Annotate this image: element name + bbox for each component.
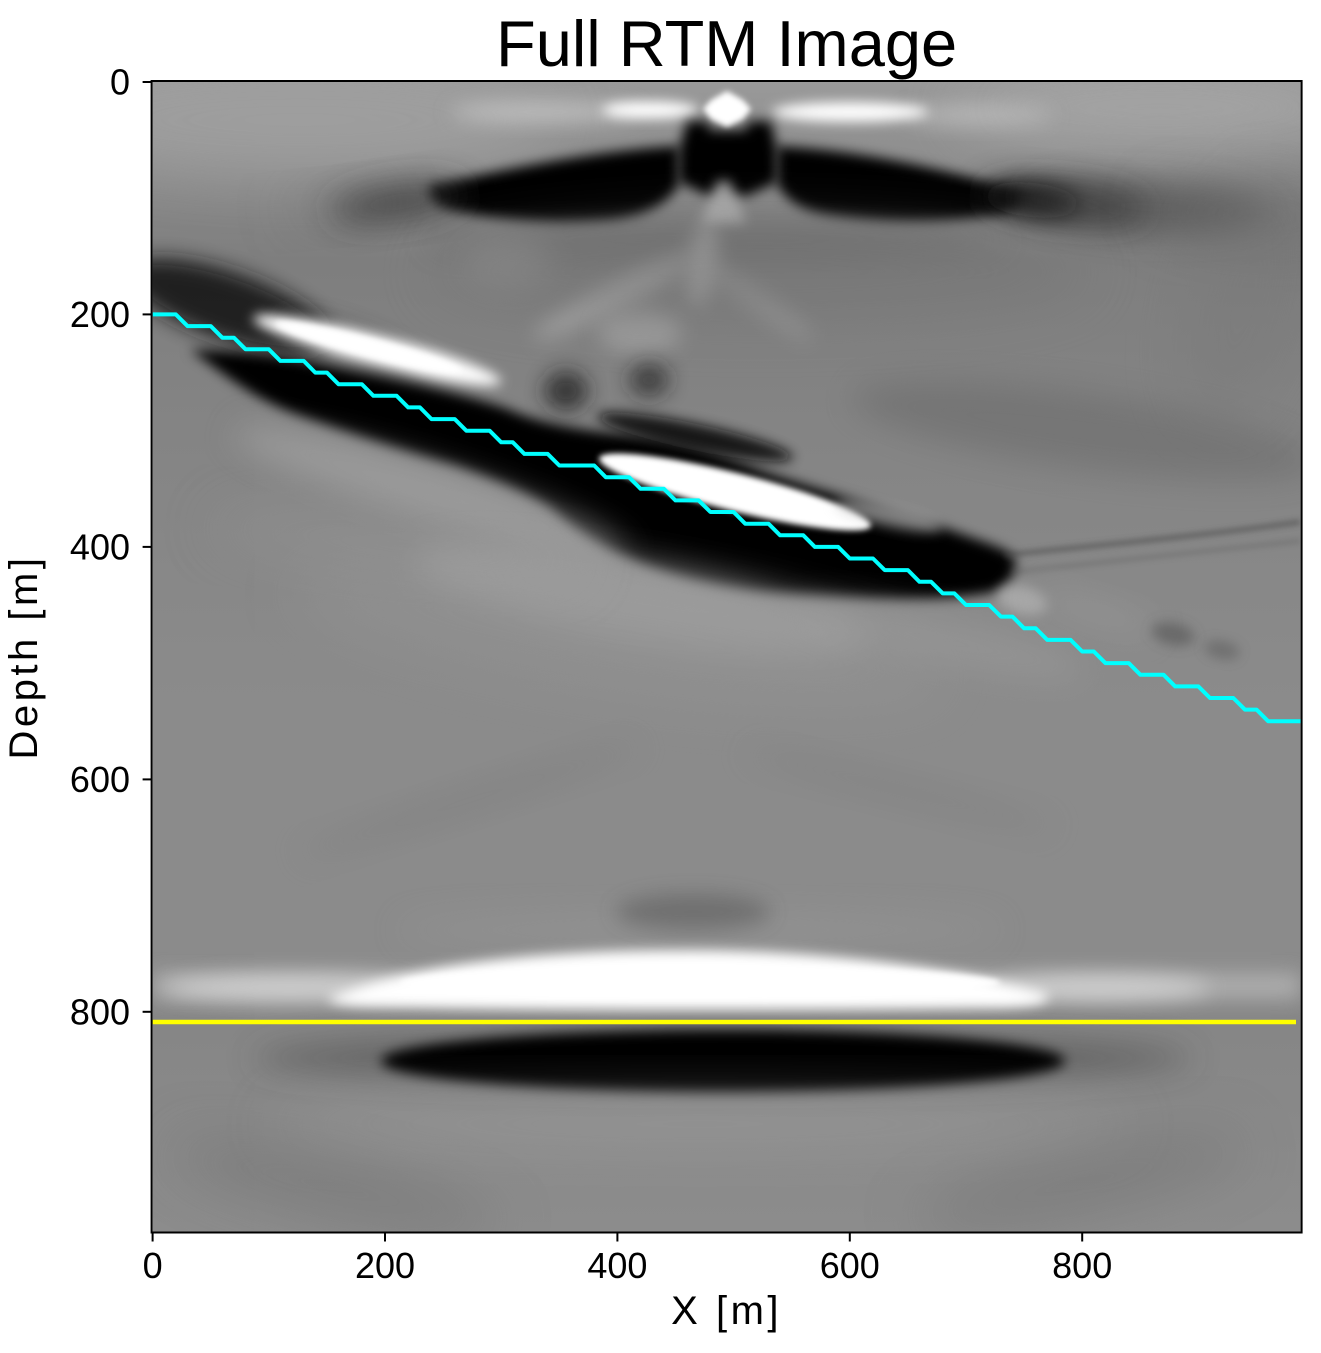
svg-text:0: 0 <box>143 1245 163 1286</box>
svg-text:800: 800 <box>1052 1245 1112 1286</box>
svg-text:Full RTM Image: Full RTM Image <box>496 7 957 80</box>
svg-text:200: 200 <box>70 294 130 335</box>
svg-text:400: 400 <box>587 1245 647 1286</box>
svg-text:Depth [m]: Depth [m] <box>2 555 46 760</box>
svg-text:600: 600 <box>70 759 130 800</box>
svg-text:200: 200 <box>355 1245 415 1286</box>
svg-text:800: 800 <box>70 991 130 1032</box>
svg-text:400: 400 <box>70 526 130 567</box>
svg-text:X [m]: X [m] <box>671 1289 782 1333</box>
svg-text:0: 0 <box>110 62 130 103</box>
svg-text:600: 600 <box>820 1245 880 1286</box>
